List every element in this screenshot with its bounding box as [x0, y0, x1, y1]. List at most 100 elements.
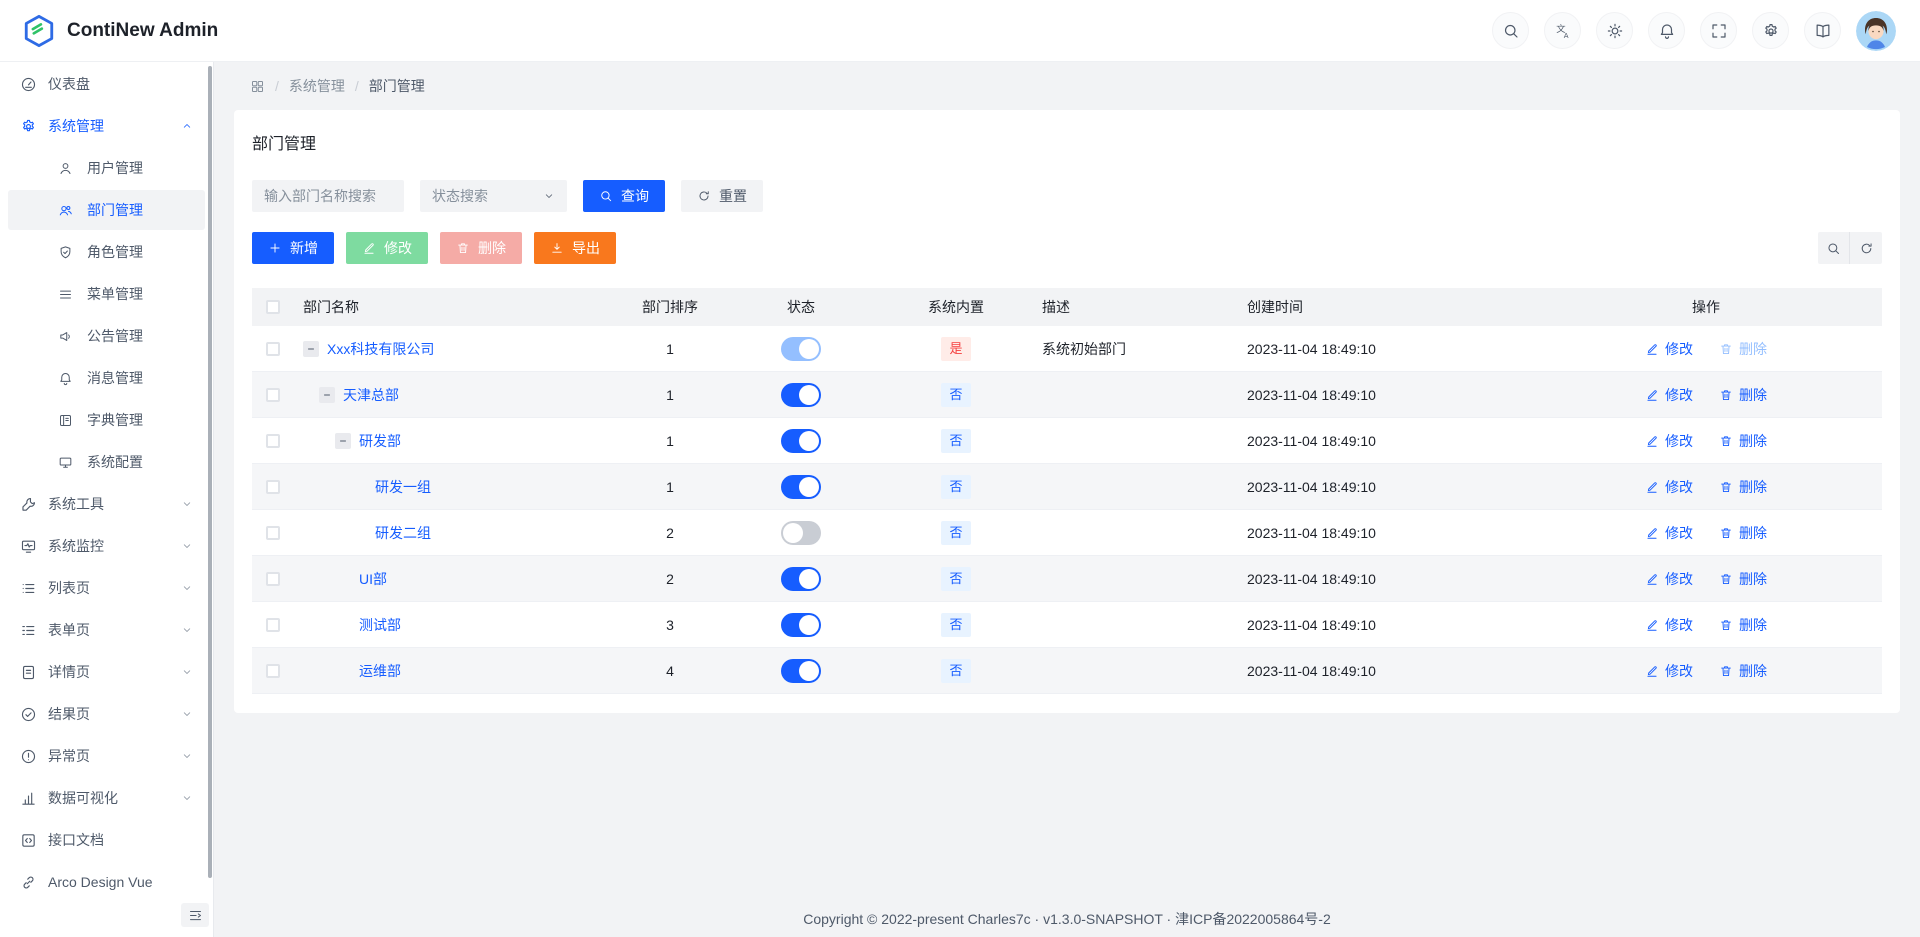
row-checkbox[interactable] — [266, 433, 280, 448]
sidebar-item-dashboard[interactable]: 仪表盘 — [8, 64, 205, 104]
department-name-link[interactable]: 天津总部 — [343, 386, 399, 403]
table-refresh-button[interactable] — [1850, 232, 1882, 264]
brand[interactable]: ContiNew Admin — [22, 14, 218, 48]
delete-link[interactable]: 删除 — [1719, 385, 1767, 405]
check-circle-icon — [20, 706, 37, 723]
monitor-pulse-icon — [20, 538, 37, 555]
department-name-link[interactable]: 测试部 — [359, 616, 401, 633]
sidebar-item-announcement-management[interactable]: 公告管理 — [8, 316, 205, 356]
header-settings-button[interactable] — [1752, 12, 1789, 49]
sidebar-item-system-tools[interactable]: 系统工具 — [8, 484, 205, 524]
sidebar-item-user-management[interactable]: 用户管理 — [8, 148, 205, 188]
wrench-icon — [20, 496, 37, 513]
row-checkbox[interactable] — [266, 525, 280, 540]
sidebar-item-dict-management[interactable]: 字典管理 — [8, 400, 205, 440]
department-name-link[interactable]: 研发一组 — [375, 478, 431, 495]
delete-link[interactable]: 删除 — [1719, 661, 1767, 681]
status-toggle[interactable] — [781, 336, 821, 361]
reset-button[interactable]: 重置 — [681, 180, 763, 212]
sidebar-item-department-management[interactable]: 部门管理 — [8, 190, 205, 230]
sidebar-item-menu-management[interactable]: 菜单管理 — [8, 274, 205, 314]
sidebar-item-detail-pages[interactable]: 详情页 — [8, 652, 205, 692]
sidebar-item-system-management[interactable]: 系统管理 — [8, 106, 205, 146]
row-checkbox[interactable] — [266, 341, 280, 356]
header-notifications-button[interactable] — [1648, 12, 1685, 49]
header-fullscreen-button[interactable] — [1700, 12, 1737, 49]
sidebar-item-label: 接口文档 — [48, 832, 104, 848]
sidebar-item-system-config[interactable]: 系统配置 — [8, 442, 205, 482]
delete-button[interactable]: 删除 — [440, 232, 522, 264]
edit-link[interactable]: 修改 — [1645, 431, 1693, 451]
department-name-link[interactable]: 运维部 — [359, 662, 401, 679]
edit-link[interactable]: 修改 — [1645, 523, 1693, 543]
table-search-button[interactable] — [1818, 232, 1850, 264]
delete-link[interactable]: 删除 — [1719, 431, 1767, 451]
edit-link[interactable]: 修改 — [1645, 569, 1693, 589]
row-checkbox[interactable] — [266, 479, 280, 494]
tree-collapse-button[interactable] — [319, 386, 335, 403]
status-select[interactable]: 状态搜索 — [420, 180, 567, 212]
pencil-icon — [1645, 664, 1659, 678]
sidebar-item-api-docs[interactable]: 接口文档 — [8, 820, 205, 860]
department-name-link[interactable]: 研发部 — [359, 432, 401, 449]
sidebar-item-role-management[interactable]: 角色管理 — [8, 232, 205, 272]
status-toggle[interactable] — [781, 382, 821, 407]
sidebar-collapse-button[interactable] — [181, 903, 209, 927]
warning-circle-icon — [20, 748, 37, 765]
user-avatar[interactable] — [1856, 10, 1896, 51]
delete-link[interactable]: 删除 — [1719, 477, 1767, 497]
row-checkbox[interactable] — [266, 387, 280, 402]
delete-link[interactable]: 删除 — [1719, 615, 1767, 635]
department-name-search-input[interactable] — [252, 180, 404, 212]
chevron-down-icon — [181, 666, 193, 678]
pencil-icon — [1645, 480, 1659, 494]
filter-bar: 状态搜索 查询 重置 — [252, 180, 1882, 212]
status-toggle[interactable] — [781, 520, 821, 545]
edit-link[interactable]: 修改 — [1645, 615, 1693, 635]
department-name-link[interactable]: Xxx科技有限公司 — [327, 340, 435, 357]
breadcrumb-item-system-management[interactable]: 系统管理 — [288, 78, 345, 94]
builtin-badge: 否 — [941, 428, 971, 453]
row-checkbox[interactable] — [266, 617, 280, 632]
delete-link[interactable]: 删除 — [1719, 523, 1767, 543]
edit-link[interactable]: 修改 — [1645, 477, 1693, 497]
created-time-cell: 2023-11-04 18:49:10 — [1247, 340, 1376, 357]
query-button[interactable]: 查询 — [583, 180, 665, 212]
add-button[interactable]: 新增 — [252, 232, 334, 264]
header-theme-button[interactable] — [1596, 12, 1633, 49]
sidebar-item-form-pages[interactable]: 表单页 — [8, 610, 205, 650]
select-all-checkbox[interactable] — [266, 300, 280, 314]
delete-link[interactable]: 删除 — [1719, 569, 1767, 589]
edit-link[interactable]: 修改 — [1645, 339, 1693, 359]
status-toggle[interactable] — [781, 612, 821, 637]
sidebar-item-message-management[interactable]: 消息管理 — [8, 358, 205, 398]
header-docs-button[interactable] — [1804, 12, 1841, 49]
status-toggle[interactable] — [781, 566, 821, 591]
row-checkbox[interactable] — [266, 663, 280, 678]
department-name-link[interactable]: UI部 — [359, 570, 387, 587]
department-name-link[interactable]: 研发二组 — [375, 524, 431, 541]
sidebar-item-system-monitor[interactable]: 系统监控 — [8, 526, 205, 566]
apps-icon[interactable] — [250, 79, 265, 94]
status-toggle[interactable] — [781, 658, 821, 683]
edit-button[interactable]: 修改 — [346, 232, 428, 264]
sidebar-scrollbar[interactable] — [208, 66, 212, 878]
header-search-button[interactable] — [1492, 12, 1529, 49]
sidebar-item-data-visualization[interactable]: 数据可视化 — [8, 778, 205, 818]
edit-link[interactable]: 修改 — [1645, 661, 1693, 681]
sort-value: 1 — [666, 386, 674, 403]
tree-collapse-button[interactable] — [335, 432, 351, 449]
row-checkbox[interactable] — [266, 571, 280, 586]
status-toggle[interactable] — [781, 428, 821, 453]
tree-collapse-button[interactable] — [303, 340, 319, 357]
status-toggle[interactable] — [781, 474, 821, 499]
sidebar-item-list-pages[interactable]: 列表页 — [8, 568, 205, 608]
sidebar-item-arco-design-vue[interactable]: Arco Design Vue — [8, 862, 205, 902]
edit-link[interactable]: 修改 — [1645, 385, 1693, 405]
export-button[interactable]: 导出 — [534, 232, 616, 264]
sidebar-item-exception-pages[interactable]: 异常页 — [8, 736, 205, 776]
sidebar-item-result-pages[interactable]: 结果页 — [8, 694, 205, 734]
table-row: Xxx科技有限公司 1 是 系统初始部门 2023-11-04 18:49:10 修改 删除 — [252, 326, 1882, 372]
